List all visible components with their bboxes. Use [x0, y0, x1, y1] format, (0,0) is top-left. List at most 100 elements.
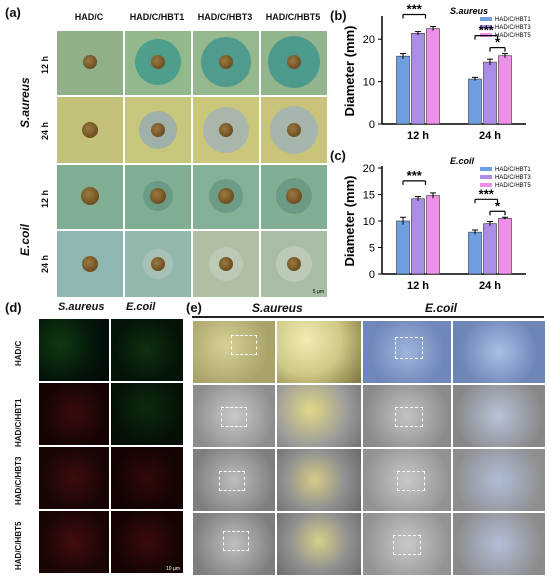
dish-ecoil-24h-4: 5 µm — [260, 230, 328, 298]
bar — [411, 198, 425, 275]
legend-swatch — [480, 25, 492, 29]
col-head-1: HAD/C — [74, 12, 104, 22]
time-label-1: 12 h — [40, 55, 50, 74]
y-tick-label: 20 — [363, 34, 375, 46]
significance-stars: * — [495, 198, 501, 213]
sem-ecoil-hbt3 — [362, 448, 452, 512]
dish-ecoil-24h-3 — [192, 230, 260, 298]
bar — [468, 231, 482, 275]
significance-stars: *** — [479, 186, 495, 201]
fluor-ecoil-hadc — [110, 318, 184, 382]
panel-e-col-1: S.aureus — [252, 301, 303, 315]
x-tick-label: 24 h — [479, 280, 501, 292]
scale-bar-d: 10 µm — [166, 566, 180, 572]
significance-stars: * — [495, 35, 501, 50]
fluor-ecoil-hbt5: 10 µm — [110, 510, 184, 574]
col-head-3: HAD/C/HBT3 — [197, 12, 253, 22]
panel-a-label: (a) — [5, 5, 21, 20]
bar — [498, 218, 512, 275]
panel-d-row-4: HAD/C/HBT5 — [14, 521, 23, 570]
panel-c-label: (c) — [330, 148, 346, 163]
bar — [468, 78, 482, 125]
bar — [483, 223, 497, 275]
time-label-3: 12 h — [40, 189, 50, 208]
bar — [411, 32, 425, 125]
fluor-ecoil-hbt1 — [110, 382, 184, 446]
legend-swatch — [480, 17, 492, 21]
dish-ecoil-12h-2 — [124, 164, 192, 230]
legend-label: HAD/C/HBT1 — [495, 17, 531, 23]
bar — [498, 55, 512, 125]
sem-ecoil-hbt1 — [362, 384, 452, 448]
y-tick-label: 10 — [363, 77, 375, 89]
panel-d-row-3: HAD/C/HBT3 — [14, 456, 23, 505]
sem-ecoil-hadc-zoom — [452, 320, 546, 384]
x-tick-label: 12 h — [407, 130, 429, 142]
group-label-saureus: S.aureus — [18, 77, 32, 128]
y-tick-label: 0 — [369, 119, 375, 131]
sem-saureus-hbt1-zoom — [276, 384, 362, 448]
significance-stars: *** — [407, 1, 423, 16]
dish-ecoil-12h-1 — [56, 164, 124, 230]
dish-saureus-12h-3 — [192, 30, 260, 96]
legend-label: HAD/C/HBT3 — [495, 175, 531, 181]
y-axis-label: Diameter (mm) — [342, 175, 357, 266]
y-tick-label: 15 — [363, 190, 375, 202]
legend-label: HAD/C/HBT5 — [495, 183, 531, 189]
fluor-saureus-hbt3 — [38, 446, 110, 510]
y-tick-label: 0 — [369, 269, 375, 281]
bar — [483, 61, 497, 125]
dish-ecoil-12h-3 — [192, 164, 260, 230]
legend-swatch — [480, 175, 492, 179]
bar — [396, 220, 410, 275]
sem-ecoil-hbt3-zoom — [452, 448, 546, 512]
dish-ecoil-24h-1 — [56, 230, 124, 298]
panel-d-row-1: HAD/C — [14, 340, 23, 366]
panel-d-col-1: S.aureus — [58, 301, 105, 313]
x-tick-label: 12 h — [407, 280, 429, 292]
panel-b-label: (b) — [330, 8, 347, 23]
bar — [396, 55, 410, 125]
panel-e-col-2: E.coil — [425, 301, 458, 315]
sem-ecoil-hadc — [362, 320, 452, 384]
legend-label: HAD/C/HBT5 — [495, 33, 531, 39]
sem-saureus-hbt1 — [192, 384, 276, 448]
sem-saureus-hbt3 — [192, 448, 276, 512]
fluor-ecoil-hbt3 — [110, 446, 184, 510]
legend-label: HAD/C/HBT3 — [495, 25, 531, 31]
legend-swatch — [480, 33, 492, 37]
legend-label: HAD/C/HBT1 — [495, 167, 531, 173]
panel-e-underline — [192, 316, 544, 318]
dish-saureus-24h-4 — [260, 96, 328, 164]
dish-saureus-24h-3 — [192, 96, 260, 164]
fluor-saureus-hadc — [38, 318, 110, 382]
dish-saureus-24h-1 — [56, 96, 124, 164]
bar — [426, 28, 440, 125]
panel-e-label: (e) — [186, 300, 202, 315]
time-label-4: 24 h — [40, 254, 50, 273]
scale-bar-a: 5 µm — [312, 289, 324, 295]
dish-saureus-12h-1 — [56, 30, 124, 96]
panel-d-label: (d) — [5, 300, 22, 315]
col-head-4: HAD/C/HBT5 — [265, 12, 321, 22]
chart-b: 0 10 20 Diameter (mm) S.aureus HAD/C/HBT1 HAD/… — [342, 1, 531, 142]
dish-ecoil-24h-2 — [124, 230, 192, 298]
significance-stars: *** — [407, 168, 423, 183]
sem-saureus-hbt3-zoom — [276, 448, 362, 512]
chart-title: S.aureus — [450, 6, 488, 16]
y-tick-label: 10 — [363, 216, 375, 228]
y-axis-label: Diameter (mm) — [342, 25, 357, 116]
sem-saureus-hadc-zoom — [276, 320, 362, 384]
chart-title: E.coil — [450, 156, 475, 166]
col-head-2: HAD/C/HBT1 — [129, 12, 185, 22]
legend-swatch — [480, 183, 492, 187]
legend-swatch — [480, 167, 492, 171]
time-label-2: 24 h — [40, 121, 50, 140]
group-label-ecoil: E.coil — [18, 223, 32, 256]
significance-stars: *** — [479, 23, 495, 38]
dish-saureus-12h-4 — [260, 30, 328, 96]
y-tick-label: 5 — [369, 243, 375, 255]
sem-saureus-hadc — [192, 320, 276, 384]
sem-ecoil-hbt5-zoom — [452, 512, 546, 576]
dish-ecoil-12h-4 — [260, 164, 328, 230]
